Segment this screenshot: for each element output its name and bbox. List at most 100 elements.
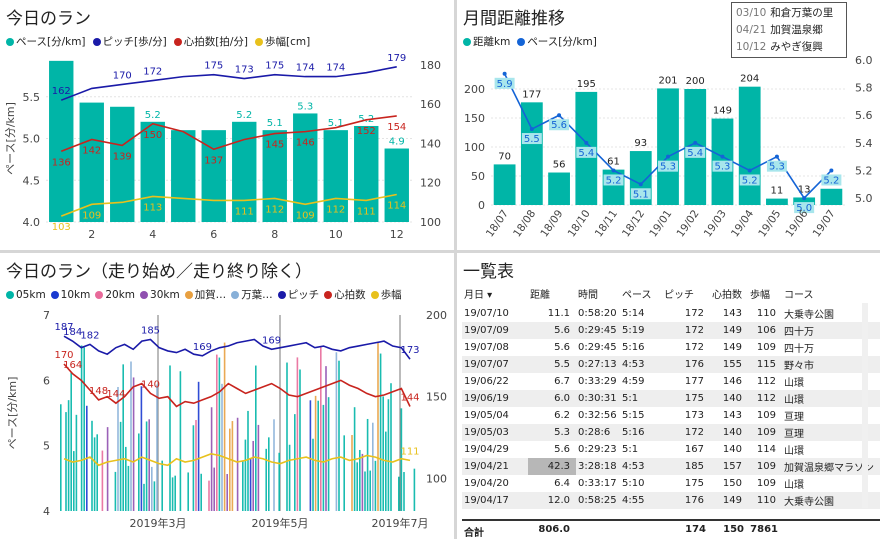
legend-item-2[interactable]: 20km	[95, 289, 135, 301]
annotation-item: 03/10 和倉万葉の里	[736, 5, 842, 22]
table-cell: 19/07/10	[464, 308, 509, 319]
column-header[interactable]: 心拍数	[712, 289, 742, 301]
table-row[interactable]: 19/04/17 12.0 0:58:25 4:55 176 149 110 大乗寺公園	[462, 492, 880, 509]
table-row[interactable]: 19/07/08 5.6 0:29:45 5:16 172 149 109 四十万	[462, 339, 880, 356]
y-tick-label: 4.5	[23, 174, 41, 187]
pitch-line	[63, 335, 411, 360]
heartrate-line	[60, 115, 397, 153]
table-row[interactable]: 19/07/09 5.6 0:29:45 5:19 172 149 106 四十万	[462, 322, 880, 339]
legend-item-1[interactable]: 10km	[50, 289, 90, 301]
column-header[interactable]: 歩幅	[750, 289, 770, 301]
pace-point	[829, 168, 834, 173]
pace-bar	[156, 384, 158, 511]
pace-bar	[153, 481, 156, 511]
table-cell: 177	[684, 376, 704, 387]
legend-item-1[interactable]: ペース[分/km]	[517, 34, 597, 49]
heartrate-data-label: 137	[204, 155, 223, 166]
column-header[interactable]: ペース	[622, 289, 652, 301]
legend-item-6[interactable]: ピッチ	[277, 287, 319, 302]
chart-today-run[interactable]: 4.0 4.5 5.0 5.5 100 120 140 160 180 ペース[分/km] 2 4 6 8…	[0, 0, 454, 250]
stride-data-label: 109	[82, 210, 101, 221]
column-header[interactable]: コース	[784, 289, 814, 301]
pace-bar	[262, 130, 287, 222]
table-row[interactable]: 19/06/22 6.7 0:33:29 4:59 177 146 112 山環	[462, 373, 880, 390]
legend-item-1[interactable]: ピッチ[歩/分]	[92, 34, 167, 49]
table-cell: 5:15	[622, 410, 645, 421]
column-header[interactable]: 時間	[578, 289, 598, 301]
x-tick-label: 4	[149, 228, 156, 241]
table-cell: 6.2	[554, 410, 570, 421]
chart-monthly-distance[interactable]: 0 50 100 150 200 5.0 5.2 5.4 5.6 5.8 6.0 70 177 56 195…	[457, 0, 880, 250]
legend-item-5[interactable]: 万葉…	[231, 287, 273, 302]
table-cell: 19/04/29	[464, 444, 509, 455]
legend-label: 30km	[150, 288, 180, 301]
legend-item-0[interactable]: 05km	[6, 289, 46, 301]
y2-tick-label: 160	[420, 98, 441, 111]
table-row[interactable]: 19/07/10 11.1 0:58:20 5:14 172 143 110 大乗寺公園	[462, 305, 880, 322]
legend-label: ペース[分/km]	[16, 36, 86, 48]
pace-label-bg	[521, 133, 542, 145]
pace-point	[584, 140, 589, 145]
legend-dot-icon	[277, 290, 286, 299]
annotation-item: 04/21 加賀温泉郷	[736, 22, 842, 39]
table-total-row: 合計 806.0 174 150 7861	[462, 519, 880, 539]
table-row[interactable]: 19/04/21 42.3 3:28:18 4:53 185 157 109 加賀温泉郷マラソ…	[462, 458, 880, 475]
pace-bar	[387, 399, 390, 511]
stride-data-label: 112	[265, 204, 284, 215]
table-row[interactable]: 19/04/20 6.4 0:33:17 5:10 175 150 109 山環	[462, 475, 880, 492]
pace-data-label: 5.5	[524, 134, 540, 145]
table-cell: 5.3	[528, 424, 576, 441]
x-tick-label: 19/03	[702, 208, 729, 240]
pace-bar	[268, 437, 270, 511]
legend-item-0[interactable]: 距離km	[463, 34, 510, 49]
table-cell: 5:1	[620, 390, 662, 407]
pace-bar	[67, 400, 70, 511]
table-cell: 5:10	[622, 478, 645, 489]
pace-bar	[200, 473, 202, 511]
heartrate-data-label: 150	[143, 130, 162, 141]
chart-today-run-trimmed[interactable]: 4 5 6 7 100 150 200 ペース[分/km] 2019年3月 2019年5月 2019…	[0, 253, 454, 539]
pace-bar	[312, 438, 314, 511]
legend-dot-icon	[184, 290, 193, 299]
table-cell: 172	[684, 342, 704, 353]
legend-item-7[interactable]: 心拍数	[324, 287, 366, 302]
table-row[interactable]: 19/05/04 6.2 0:32:56 5:15 173 143 109 亘理	[462, 407, 880, 424]
legend-item-2[interactable]: 心拍数[拍/分]	[173, 34, 248, 49]
table-row[interactable]: 19/06/19 6.0 0:30:31 5:1 175 140 112 山環	[462, 390, 880, 407]
panel-title: 月間距離推移	[463, 9, 565, 29]
table-cell: 5.6	[528, 322, 576, 339]
pace-point	[693, 140, 698, 145]
run-list-table[interactable]: 月日 ▾ 距離 時間 ペース ピッチ 心拍数 歩幅 コース 19/07/10 11.1 0:58:…	[462, 281, 880, 509]
legend-item-8[interactable]: 歩幅	[370, 287, 402, 302]
y-tick-label: 200	[464, 83, 485, 96]
legend-item-0[interactable]: ペース[分/km]	[6, 34, 86, 49]
table-scrollbar[interactable]	[862, 303, 868, 508]
pace-bar	[213, 467, 215, 511]
stride-line	[60, 193, 397, 217]
legend-label: ペース[分/km]	[527, 36, 597, 48]
table-cell: 109	[756, 342, 776, 353]
pace-bar	[398, 476, 400, 511]
y2-tick-label: 180	[420, 59, 441, 72]
column-header[interactable]: 距離	[530, 289, 550, 301]
column-header[interactable]: 月日 ▾	[464, 289, 493, 301]
pace-bar	[231, 421, 234, 511]
table-cell: 172	[662, 424, 710, 441]
pace-bar	[221, 383, 223, 511]
panel-today-run-trimmed: 今日のラン（走り始め／走り終り除く） 05km 10km 20km 30km 加賀… 万葉…	[0, 253, 454, 539]
y-tick-label: 5.0	[23, 133, 41, 146]
y-tick-label: 5.5	[23, 91, 41, 104]
legend-item-3[interactable]: 歩幅[cm]	[254, 34, 310, 49]
table-row[interactable]: 19/04/29 5.6 0:29:23 5:1 167 140 114 山環	[462, 441, 880, 458]
column-header[interactable]: ピッチ	[664, 289, 694, 301]
table-cell: 4:59	[622, 376, 645, 387]
legend-item-3[interactable]: 30km	[140, 289, 180, 301]
pace-label-bg	[794, 202, 815, 214]
table-cell: 5:1	[622, 444, 639, 455]
table-row[interactable]: 19/07/07 5.5 0:27:13 4:53 176 155 115 野々市	[462, 356, 880, 373]
legend-dot-icon	[6, 290, 14, 299]
table-row[interactable]: 19/05/03 5.3 0:28:6 5:16 172 140 109 亘理	[462, 424, 880, 441]
legend-item-4[interactable]: 加賀…	[184, 287, 226, 302]
y-tick-label: 7	[43, 309, 50, 322]
heartrate-line	[63, 363, 411, 408]
